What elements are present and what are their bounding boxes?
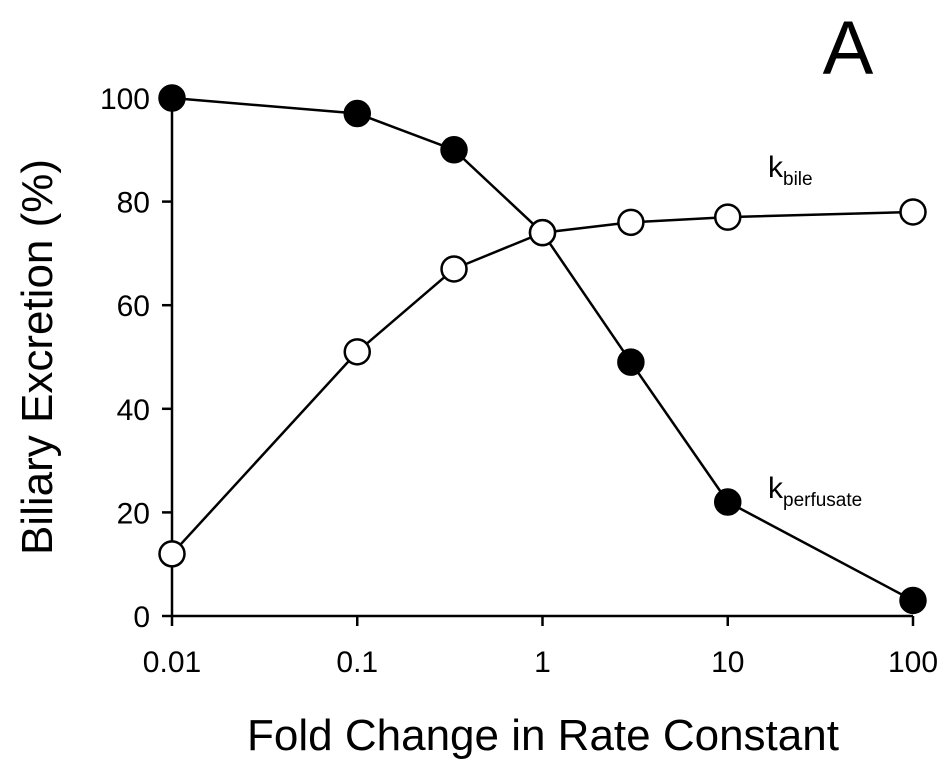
y-tick-label: 20 [117,497,150,530]
x-tick-label: 1 [534,646,551,679]
series-label-k-bile-sub: bile [783,169,813,190]
x-tick-label: 10 [711,646,744,679]
y-tick-label: 100 [100,83,150,116]
x-axis-title: Fold Change in Rate Constant [247,711,839,760]
x-tick-label: 100 [888,646,938,679]
series-label-k-perfusate-main: k [768,472,784,505]
series-layer [158,84,927,615]
data-point-k_perfusate [440,136,468,164]
x-ticks: 0.01 0.1 1 10 100 [143,616,938,679]
data-point-k_bile [158,540,186,568]
series-label-k-bile: kbile [768,151,813,190]
x-tick-label: 0.1 [336,646,378,679]
data-point-k_perfusate [617,348,645,376]
data-point-k_bile [899,198,927,226]
data-point-k_perfusate [714,488,742,516]
x-tick-label: 0.01 [143,646,201,679]
data-point-k_perfusate [343,99,371,128]
data-point-k_bile [343,338,371,366]
y-tick-label: 80 [117,187,150,220]
y-tick-label: 40 [117,394,150,427]
data-point-k_bile [440,255,468,283]
series-label-k-perfusate-sub: perfusate [783,490,862,511]
data-point-k_bile [617,208,645,237]
y-axis-title: Biliary Excretion (%) [13,159,62,555]
series-label-k-bile-main: k [768,151,784,184]
data-point-k_perfusate [899,586,927,615]
y-tick-label: 60 [117,290,150,323]
series-label-k-perfusate: kperfusate [768,472,862,511]
data-point-k_perfusate [158,84,186,112]
y-tick-label: 0 [133,601,150,634]
y-ticks: 0 20 40 60 80 100 [100,83,172,634]
data-point-k_bile [714,203,742,231]
data-point-k_bile [528,218,557,247]
panel-label: A [823,6,874,91]
